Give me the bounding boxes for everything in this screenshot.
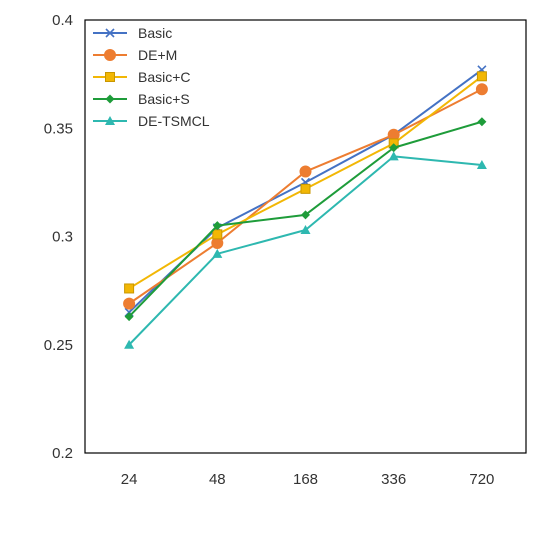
series-de-tsmcl [124, 151, 487, 349]
x-tick-label: 720 [469, 471, 494, 488]
legend-label: Basic [138, 25, 172, 41]
series-layer [123, 65, 488, 349]
y-tick-label: 0.2 [52, 445, 73, 462]
data-point-basic-s [301, 210, 310, 220]
data-point-de-tsmcl [300, 225, 311, 235]
y-tick-label: 0.4 [52, 12, 73, 29]
legend-marker [105, 28, 115, 38]
data-point-de-m [123, 297, 136, 310]
data-point-de-tsmcl [476, 160, 487, 170]
legend-marker [105, 94, 115, 104]
y-tick-label: 0.25 [44, 337, 73, 354]
legend-item-basic-s: Basic+S [93, 91, 190, 107]
data-point-de-tsmcl [124, 339, 135, 349]
series-de-m [123, 83, 488, 310]
data-point-basic-c [300, 183, 311, 194]
legend-marker [105, 116, 115, 125]
legend-marker [105, 72, 115, 82]
data-point-de-m [475, 83, 488, 96]
x-tick-label: 336 [381, 471, 406, 488]
legend-item-basic: Basic [93, 25, 172, 41]
series-basic-s [124, 117, 487, 322]
data-point-de-tsmcl [388, 151, 399, 161]
legend: Basic DE+M Basic+C Basic+S DE-TSMCL [93, 25, 210, 129]
data-point-basic-c [476, 71, 487, 82]
data-point-basic-c [212, 229, 223, 240]
data-point-basic-c [124, 283, 135, 294]
data-point-basic-s [124, 312, 134, 322]
y-tick-labels: 0.2 0.25 0.3 0.35 0.4 [44, 12, 73, 462]
x-tick-labels: 24 48 168 336 720 [121, 471, 495, 488]
legend-label: DE-TSMCL [138, 113, 210, 129]
data-point-basic-s [389, 143, 399, 153]
y-tick-label: 0.3 [52, 229, 73, 246]
legend-marker [104, 49, 116, 61]
x-tick-label: 48 [209, 471, 226, 488]
data-point-basic-s [477, 117, 487, 127]
y-tick-label: 0.35 [44, 120, 73, 137]
legend-label: Basic+C [138, 69, 191, 85]
legend-item-de-m: DE+M [93, 47, 177, 63]
legend-item-de-tsmcl: DE-TSMCL [93, 113, 210, 129]
data-point-de-tsmcl [212, 248, 223, 258]
legend-label: DE+M [138, 47, 177, 63]
x-tick-label: 24 [121, 471, 138, 488]
data-point-basic-s [212, 221, 222, 231]
legend-label: Basic+S [138, 91, 190, 107]
legend-item-basic-c: Basic+C [93, 69, 191, 85]
x-tick-label: 168 [293, 471, 318, 488]
data-point-de-m [299, 165, 312, 178]
